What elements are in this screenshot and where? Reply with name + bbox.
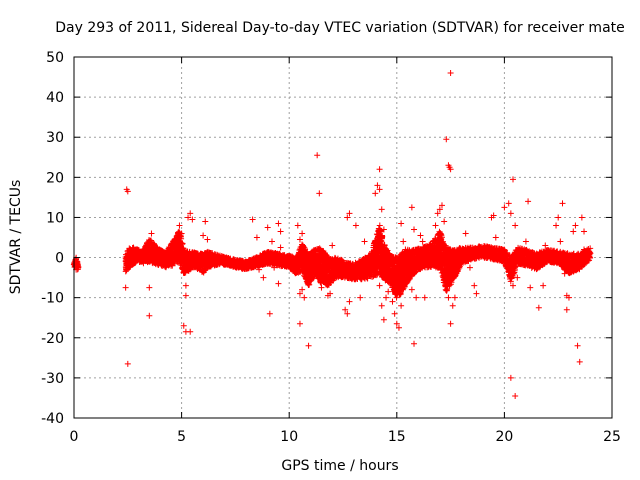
- grid-lines: [74, 57, 612, 418]
- band-point: [376, 222, 383, 229]
- data-points: [70, 70, 594, 399]
- band-point: [393, 294, 400, 301]
